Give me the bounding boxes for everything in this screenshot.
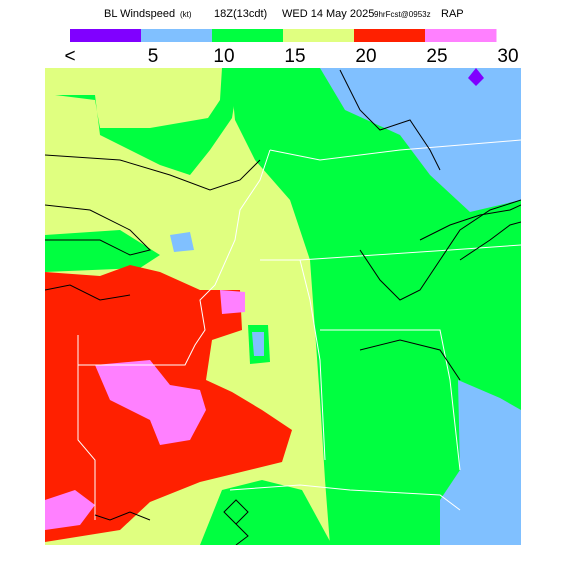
legend-swatch [354, 29, 426, 42]
coast-line [229, 484, 461, 511]
legend-swatch [70, 29, 142, 42]
contour-line [359, 339, 461, 381]
state-border [299, 259, 326, 461]
title-product: BL Windspeed [104, 8, 175, 20]
contour-line [45, 154, 261, 191]
title-date: WED 14 May 2025 [282, 8, 374, 20]
legend-label: 10 [213, 46, 234, 67]
contour-line [45, 204, 151, 256]
state-border [260, 244, 521, 261]
contour-line [459, 221, 521, 261]
legend-label: 30 [497, 46, 518, 67]
contour-line [419, 204, 521, 241]
legend-swatch [141, 29, 213, 42]
state-border [269, 139, 521, 161]
legend-label: 5 [148, 46, 159, 67]
legend-swatch [425, 29, 497, 42]
region-10-15kt [55, 68, 240, 175]
legend-label: < [64, 46, 75, 67]
title-model: RAP [441, 8, 464, 20]
region-5-10kt [252, 332, 264, 356]
title-units: (kt) [180, 10, 192, 19]
legend-swatch [283, 29, 355, 42]
state-border [320, 329, 461, 471]
legend-label: 20 [355, 46, 376, 67]
region-25-30kt [45, 490, 95, 530]
title: BL Windspeed (kt) 18Z(13cdt) WED 14 May … [104, 8, 464, 20]
title-forecast: 9hrFcst@0953z [374, 10, 431, 19]
legend-swatch [212, 29, 284, 42]
title-valid: 18Z(13cdt) [214, 8, 267, 20]
contour-line [339, 69, 441, 171]
region-5-10kt [440, 380, 521, 545]
contour-line [223, 499, 249, 545]
region-25-30kt [220, 290, 245, 314]
legend-label: 25 [426, 46, 447, 67]
region-below-5kt [468, 68, 484, 86]
contour-line [45, 284, 131, 301]
region-10-15kt [200, 480, 332, 545]
region-25-30kt [95, 360, 206, 445]
state-border [77, 365, 96, 520]
contour-line [359, 199, 521, 301]
contour-line [94, 511, 151, 521]
region-5-10kt [170, 232, 194, 252]
color-legend: <5 10 15 20 25 30 [64, 29, 519, 67]
state-border [77, 149, 271, 366]
legend-label: 15 [284, 46, 305, 67]
map [45, 68, 521, 545]
region-5-10kt [320, 68, 521, 212]
